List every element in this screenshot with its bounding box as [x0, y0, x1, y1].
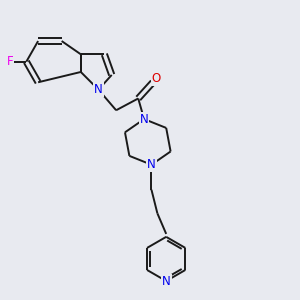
- Text: F: F: [7, 55, 14, 68]
- Text: N: N: [140, 112, 148, 126]
- Text: N: N: [94, 83, 103, 96]
- Text: N: N: [162, 274, 171, 287]
- Text: N: N: [147, 158, 156, 171]
- Text: O: O: [152, 72, 161, 85]
